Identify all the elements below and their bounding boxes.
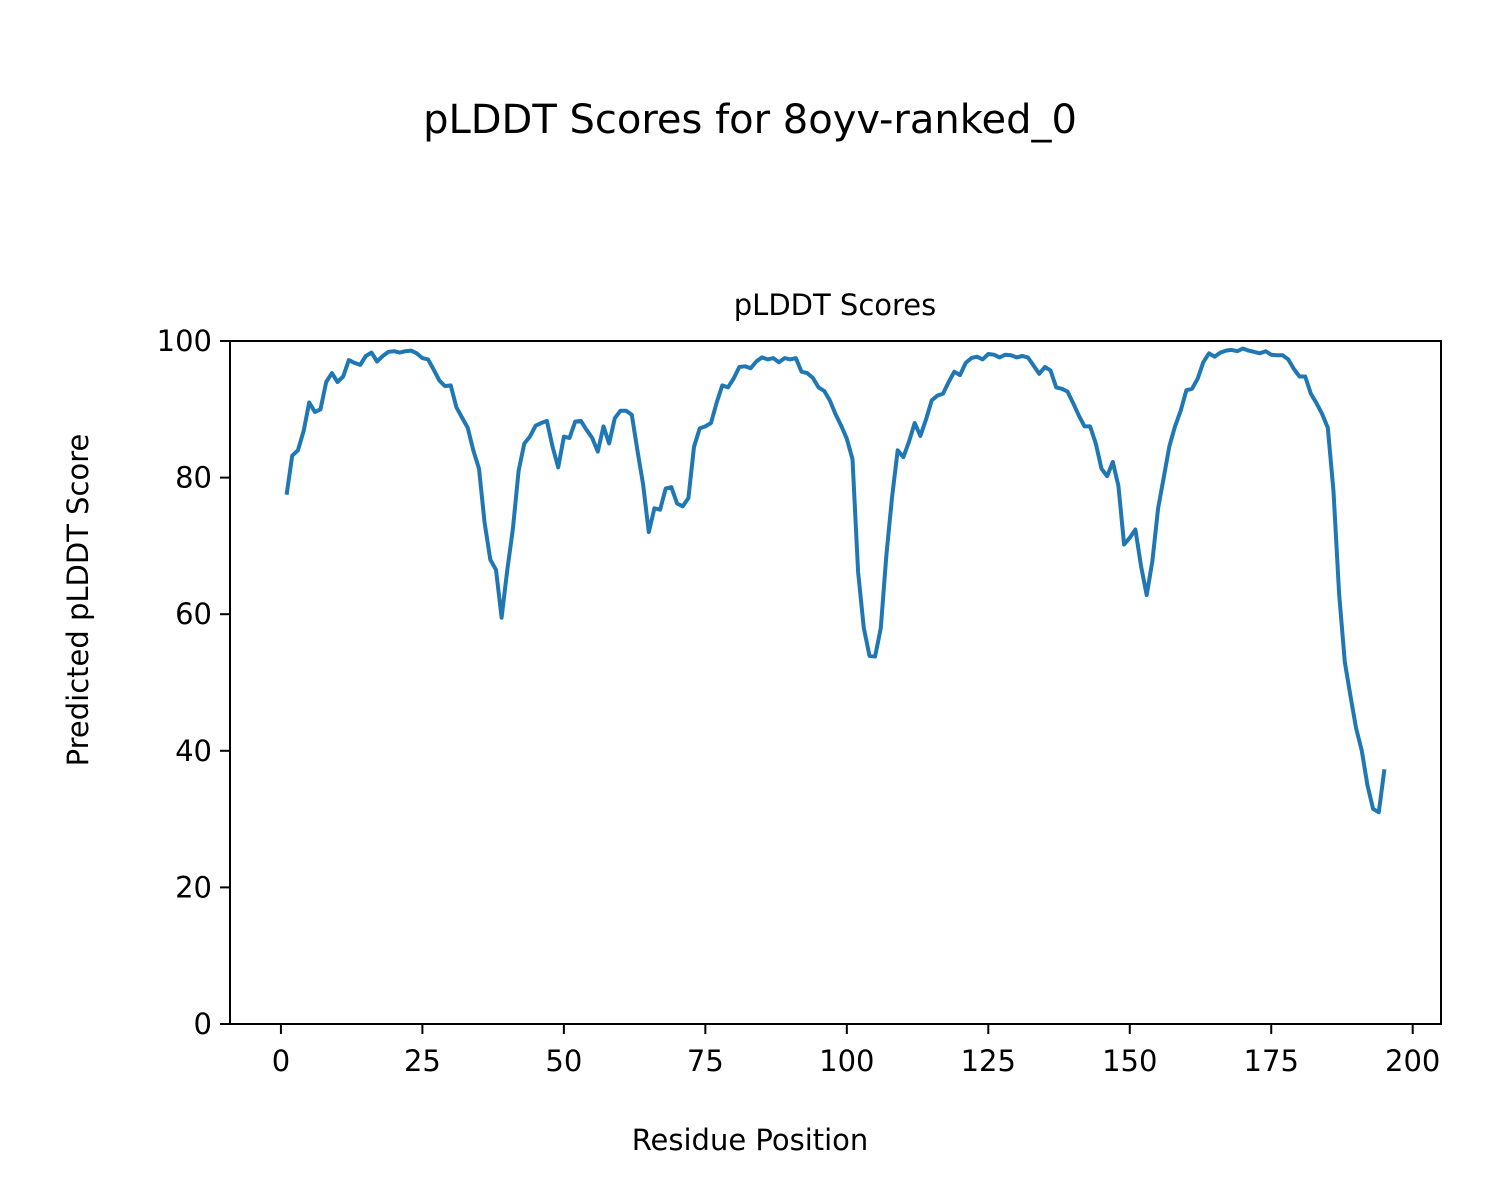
- x-tick-label: 150: [1102, 1044, 1157, 1078]
- x-tick-label: 175: [1244, 1044, 1299, 1078]
- axes-frame: [229, 340, 1442, 1025]
- y-tick-label: 0: [194, 1007, 212, 1041]
- y-tick-label: 100: [157, 324, 212, 358]
- plot-area: [284, 346, 1387, 815]
- x-tick-label: 125: [961, 1044, 1016, 1078]
- y-tick-label: 20: [175, 870, 212, 904]
- x-tick-label: 50: [545, 1044, 582, 1078]
- y-tick-label: 40: [175, 734, 212, 768]
- y-axis: 0 20 40 60 80 100: [157, 324, 230, 1041]
- chart-title: pLDDT Scores for 8oyv-ranked_0: [423, 97, 1077, 143]
- x-tick-label: 0: [272, 1044, 290, 1078]
- x-tick-label: 75: [687, 1044, 724, 1078]
- y-tick-label: 80: [175, 461, 212, 495]
- x-axis: 0 25 50 75 100 125 150 175 200: [272, 1024, 1440, 1078]
- y-axis-label: Predicted pLDDT Score: [61, 434, 95, 767]
- axes-title: pLDDT Scores: [734, 288, 937, 322]
- x-tick-label: 25: [404, 1044, 441, 1078]
- series-line-0: [284, 346, 1387, 815]
- x-axis-label: Residue Position: [632, 1123, 869, 1157]
- x-tick-label: 200: [1385, 1044, 1440, 1078]
- y-tick-label: 60: [175, 597, 212, 631]
- x-tick-label: 100: [819, 1044, 874, 1078]
